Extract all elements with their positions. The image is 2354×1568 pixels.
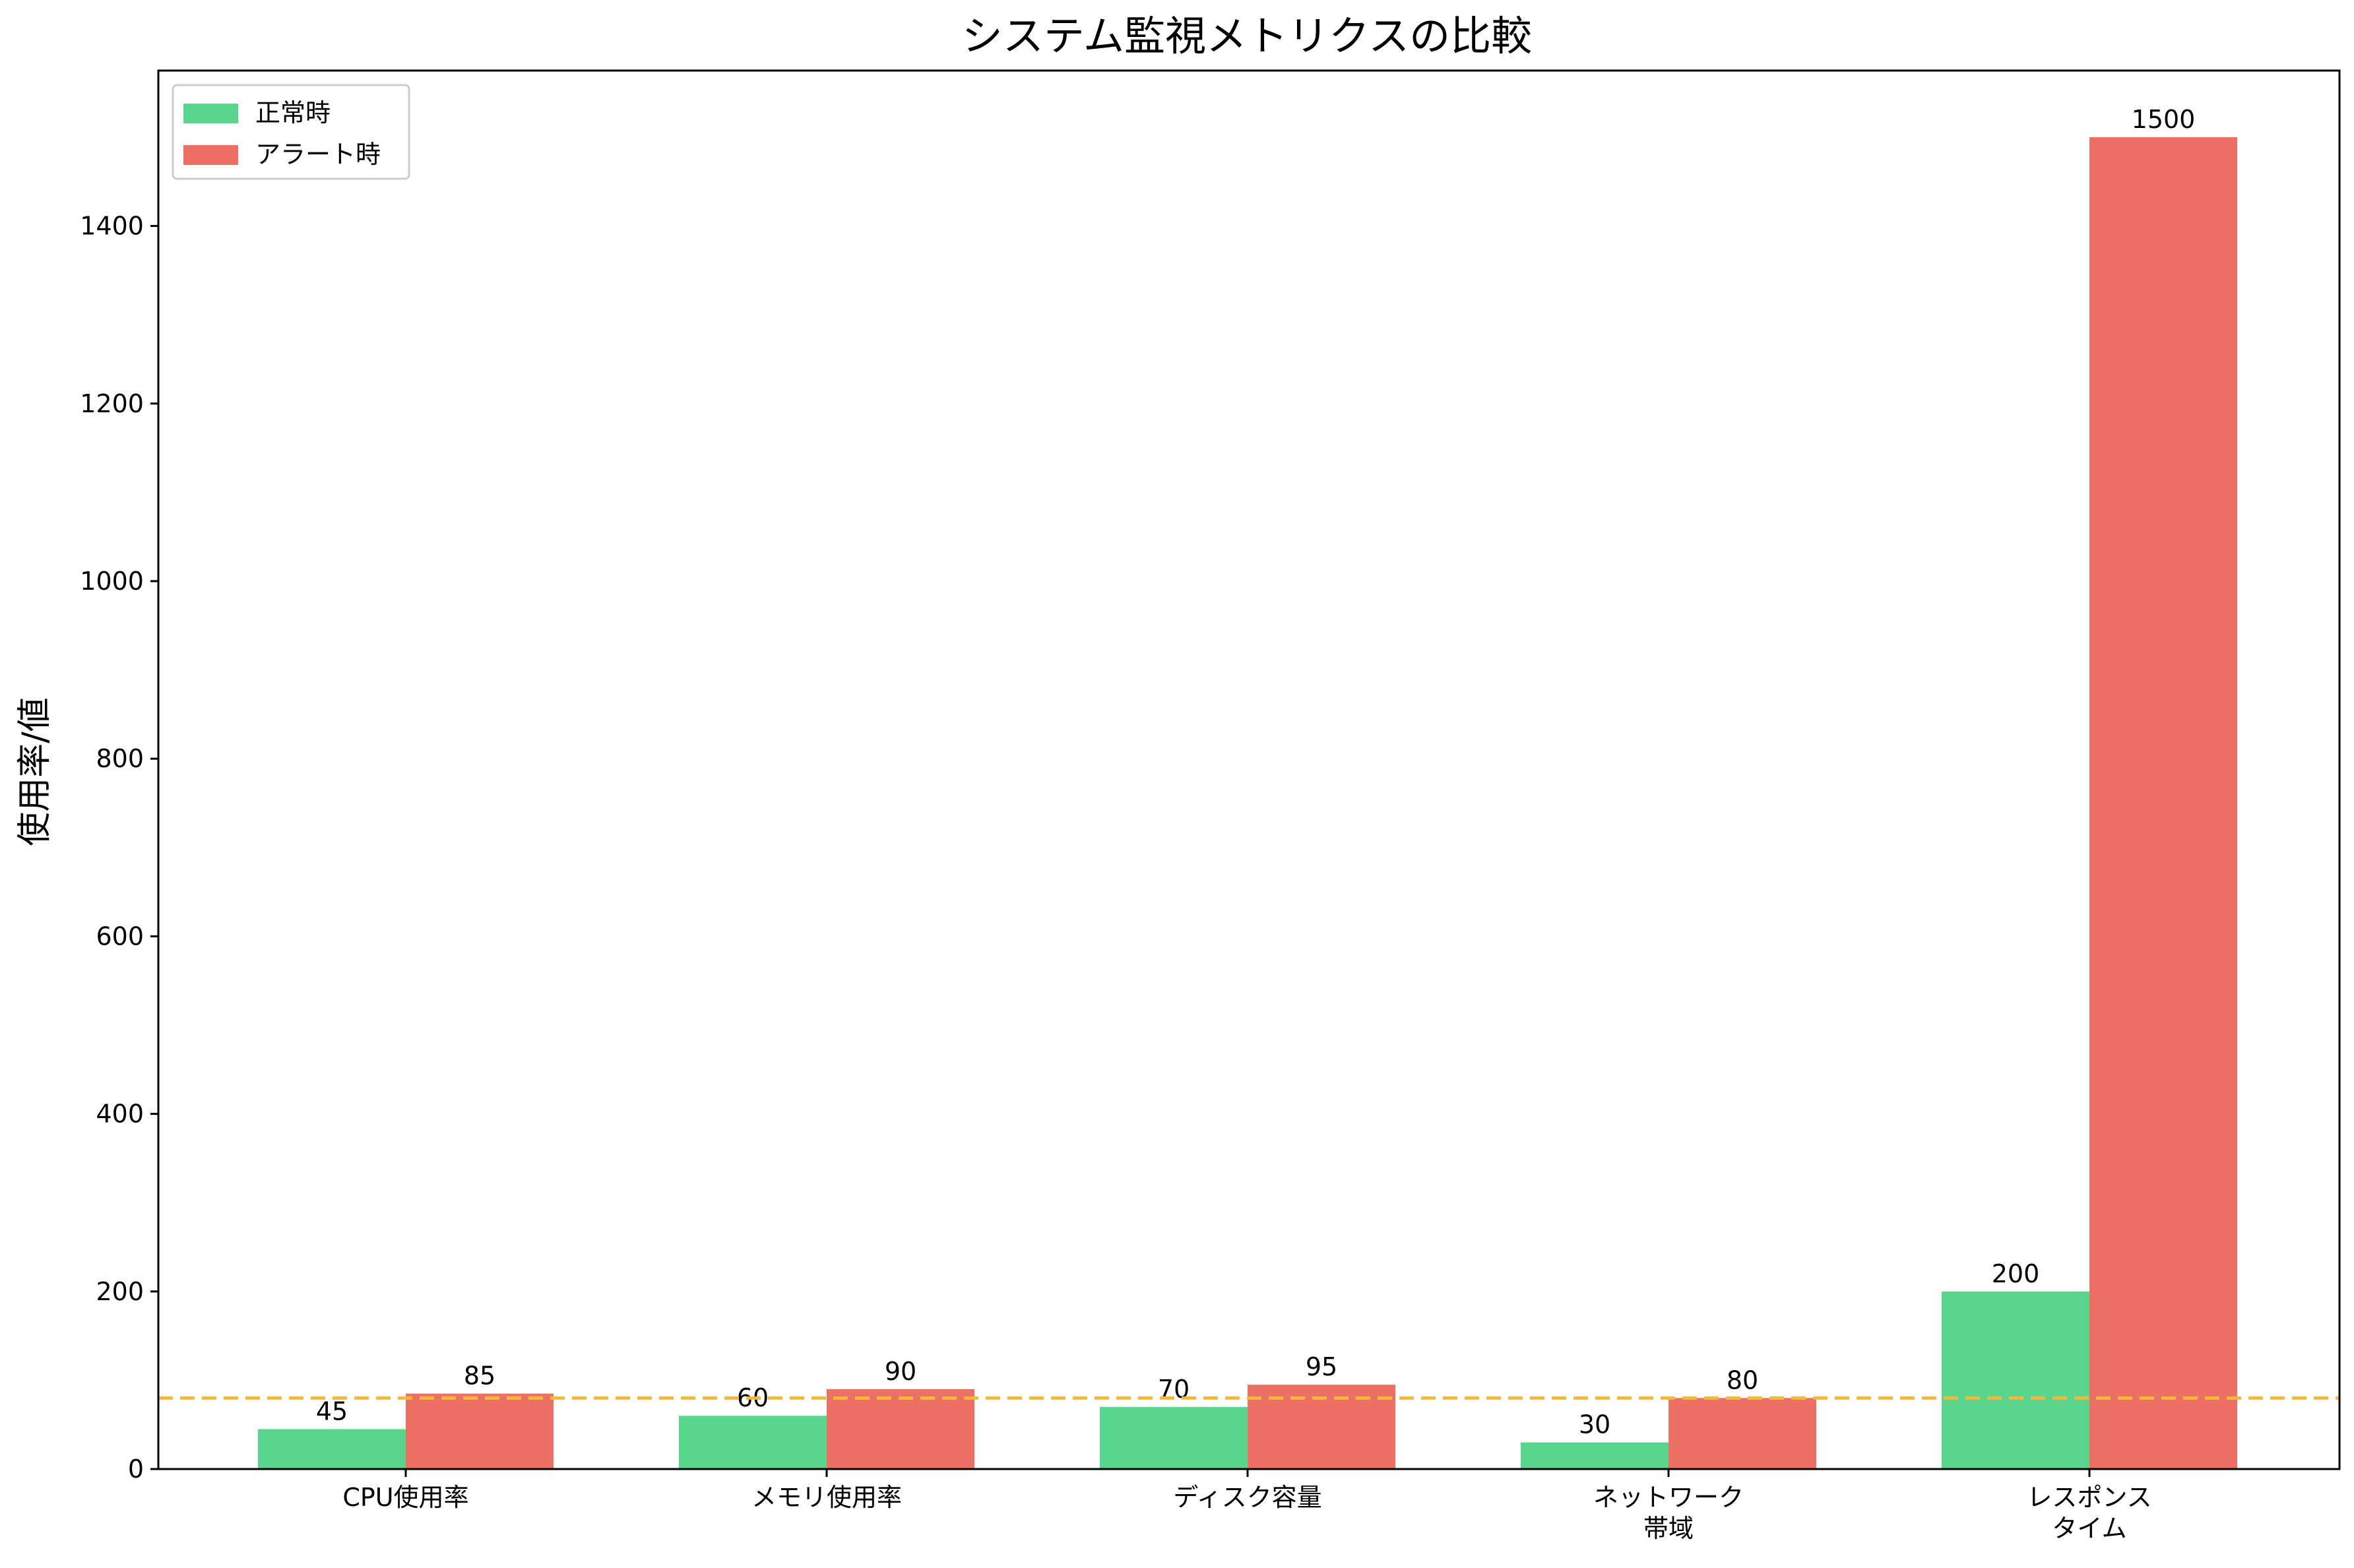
- legend-swatch: [183, 145, 238, 165]
- y-tick-label: 800: [96, 744, 144, 773]
- data-label: 90: [885, 1357, 916, 1386]
- data-label: 80: [1727, 1365, 1758, 1395]
- x-tick-label: ディスク容量: [1173, 1483, 1321, 1512]
- bar-normal-4: [1942, 1291, 2089, 1469]
- y-tick-label: 1400: [80, 212, 144, 241]
- bar-normal-1: [679, 1416, 827, 1469]
- x-tick-label: ネットワーク: [1593, 1483, 1744, 1512]
- y-tick-label: 0: [128, 1455, 144, 1484]
- y-tick-label: 400: [96, 1100, 144, 1129]
- data-label: 95: [1306, 1352, 1337, 1381]
- bar-normal-0: [258, 1429, 406, 1469]
- axes-frame: [157, 69, 2341, 1470]
- chart-title: システム監視メトリクスの比較: [962, 12, 1532, 60]
- data-label: 30: [1579, 1410, 1610, 1439]
- bar-alert-0: [406, 1393, 554, 1469]
- data-label: 85: [464, 1362, 495, 1391]
- bar-normal-2: [1100, 1406, 1248, 1469]
- data-label: 45: [316, 1396, 348, 1426]
- y-tick-label: 200: [96, 1277, 144, 1306]
- legend-swatch: [183, 104, 238, 123]
- bar-normal-3: [1521, 1442, 1669, 1469]
- bar-alert-4: [2089, 137, 2237, 1469]
- x-tick-label: タイム: [2052, 1514, 2126, 1543]
- y-tick-label: 1200: [80, 389, 144, 418]
- x-tick-label: 帯域: [1643, 1514, 1694, 1543]
- y-tick-label: 600: [96, 922, 144, 951]
- data-label: 1500: [2132, 105, 2196, 134]
- y-tick-label: 1000: [80, 567, 144, 596]
- x-tick-label: CPU使用率: [342, 1483, 468, 1512]
- legend-label: アラート時: [255, 140, 381, 169]
- x-tick-label: メモリ使用率: [751, 1483, 902, 1512]
- bar-alert-3: [1669, 1398, 1816, 1469]
- data-label: 200: [1992, 1259, 2040, 1288]
- y-axis-label: 使用率/値: [15, 697, 55, 846]
- bar-alert-1: [827, 1389, 974, 1469]
- legend-label: 正常時: [255, 98, 331, 127]
- x-tick-label: レスポンス: [2027, 1483, 2151, 1512]
